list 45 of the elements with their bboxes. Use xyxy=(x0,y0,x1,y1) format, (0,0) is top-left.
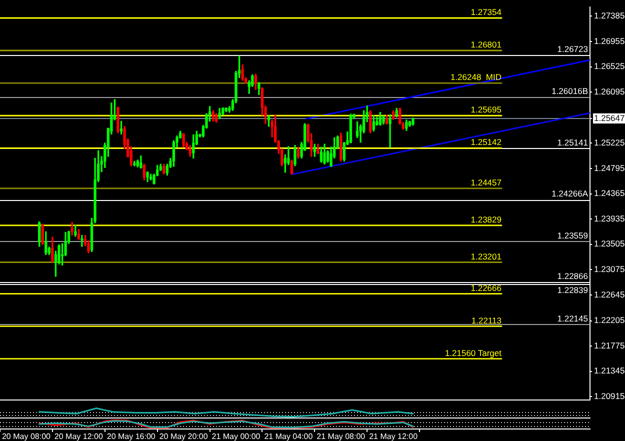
y-tick-label: 1.26095 xyxy=(594,86,625,96)
candlestick xyxy=(80,234,84,247)
annotation: 1.26248 MID xyxy=(450,72,502,82)
y-tick-label: 1.25225 xyxy=(594,138,625,148)
annotation: 1.21560 Target xyxy=(444,348,502,358)
x-tick-label: 20 May 08:00 xyxy=(2,432,52,441)
annotation: 1.22666 xyxy=(470,282,502,293)
ref-line-label: 1.22145 xyxy=(557,313,588,324)
y-tick-label: 1.23505 xyxy=(594,238,625,249)
candlestick xyxy=(388,114,392,148)
y-tick-label: 1.21345 xyxy=(594,366,625,376)
annotation: 1.27354 xyxy=(470,7,502,18)
x-tick-label: 20 May 20:00 xyxy=(159,432,208,441)
y-tick-label: 1.24365 xyxy=(594,188,625,198)
x-tick-label: 21 May 00:00 xyxy=(212,432,261,441)
ref-line-label: 1.26016B xyxy=(552,86,588,96)
y-tick-label: 1.22645 xyxy=(594,289,625,300)
x-tick-label: 21 May 12:00 xyxy=(369,432,418,441)
annotation: 1.23201 xyxy=(470,251,502,262)
annotation: 1.22113 xyxy=(471,315,502,326)
y-tick-label: 1.20915 xyxy=(594,391,625,402)
ref-line-label: 1.22839 xyxy=(557,285,588,296)
y-tick-label: 1.24795 xyxy=(594,162,625,173)
annotation: 1.26801 xyxy=(470,40,502,50)
ref-line-label: 1.25141 xyxy=(557,137,588,148)
ref-line-label: 1.22866 xyxy=(557,271,588,282)
y-tick-label: 1.23075 xyxy=(594,264,625,274)
y-tick-label: 1.27385 xyxy=(594,10,625,21)
y-tick-label: 1.21775 xyxy=(594,340,625,350)
y-tick-label: 1.26955 xyxy=(594,36,625,46)
y-tick-label: 1.26525 xyxy=(594,61,625,72)
annotation: 1.24457 xyxy=(470,177,502,188)
y-tick-label: 1.22205 xyxy=(594,315,625,326)
x-tick-label: 20 May 16:00 xyxy=(106,432,156,441)
y-tick-label: 1.23935 xyxy=(594,213,625,224)
ref-line-label: 1.26723 xyxy=(557,44,588,54)
ref-line-label: 1.23559 xyxy=(557,230,588,240)
ref-line-label: 1.24266A xyxy=(552,188,588,199)
x-tick-label: 21 May 04:00 xyxy=(264,432,314,441)
x-tick-label: 20 May 12:00 xyxy=(54,432,104,441)
annotation: 1.25142 xyxy=(470,137,502,148)
annotation: 1.23829 xyxy=(470,214,502,224)
y-tick-label: 1.25647 xyxy=(594,112,625,123)
x-tick-label: 21 May 08:00 xyxy=(316,432,366,441)
annotation: 1.25695 xyxy=(470,104,502,115)
